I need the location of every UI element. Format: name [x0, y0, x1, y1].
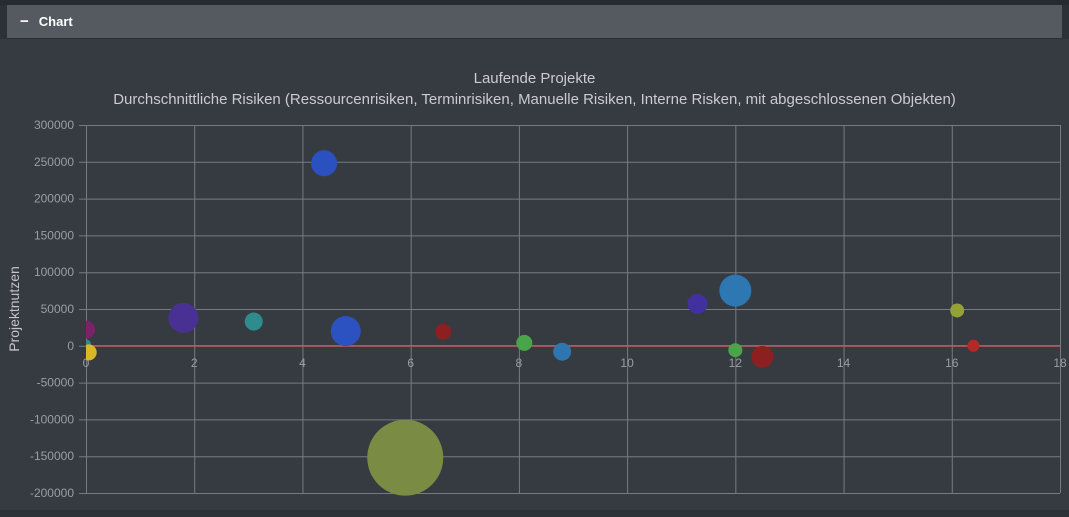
- bubble[interactable]: [687, 293, 708, 314]
- bubble[interactable]: [81, 344, 97, 361]
- y-tick-label: 50000: [41, 302, 75, 316]
- y-tick-label: -100000: [30, 412, 74, 426]
- bubble[interactable]: [168, 302, 199, 333]
- bubble[interactable]: [751, 345, 774, 368]
- x-tick-label: 0: [83, 356, 90, 370]
- y-tick-label: 0: [67, 339, 74, 353]
- top-border: [0, 0, 1069, 5]
- collapse-icon[interactable]: −: [20, 13, 29, 30]
- axis-tick-labels: 300000 250000 200000 150000 100000 50000 0 -500…: [30, 118, 1067, 500]
- x-tick-label: 4: [299, 356, 306, 370]
- x-tick-label: 6: [407, 356, 414, 370]
- x-tick-label: 16: [945, 356, 959, 370]
- bubble[interactable]: [719, 274, 752, 307]
- panel-title: Chart: [38, 14, 73, 29]
- bubble[interactable]: [435, 323, 452, 340]
- x-tick-label: 10: [620, 356, 634, 370]
- chart-panel-header[interactable]: − Chart: [7, 5, 1062, 39]
- bubble[interactable]: [330, 316, 361, 347]
- bubble[interactable]: [244, 312, 263, 331]
- y-tick-label: 200000: [34, 192, 74, 206]
- bubble-series: [77, 150, 980, 496]
- y-tick-label: 250000: [34, 155, 74, 169]
- x-tick-label: 18: [1053, 356, 1067, 370]
- x-tick-label: 12: [729, 356, 743, 370]
- y-tick-label: -150000: [30, 449, 74, 463]
- bubble[interactable]: [311, 150, 338, 177]
- y-tick-label: 100000: [34, 265, 74, 279]
- bubble[interactable]: [516, 334, 533, 351]
- bottom-border: [0, 510, 1069, 517]
- bubble[interactable]: [77, 320, 95, 339]
- y-tick-label: 300000: [34, 118, 74, 132]
- y-tick-label: -200000: [30, 486, 74, 500]
- panel-header-row: − Chart: [0, 5, 1069, 39]
- y-tick-label: 150000: [34, 228, 74, 242]
- bubble[interactable]: [950, 303, 965, 318]
- bubble[interactable]: [728, 343, 743, 358]
- x-tick-label: 14: [837, 356, 851, 370]
- x-tick-label: 2: [191, 356, 198, 370]
- y-tick-label: -50000: [37, 376, 75, 390]
- x-tick-label: 8: [516, 356, 523, 370]
- bubble[interactable]: [967, 339, 980, 352]
- bubble[interactable]: [367, 419, 444, 496]
- grid-lines: [79, 125, 1061, 494]
- bubble[interactable]: [553, 342, 572, 361]
